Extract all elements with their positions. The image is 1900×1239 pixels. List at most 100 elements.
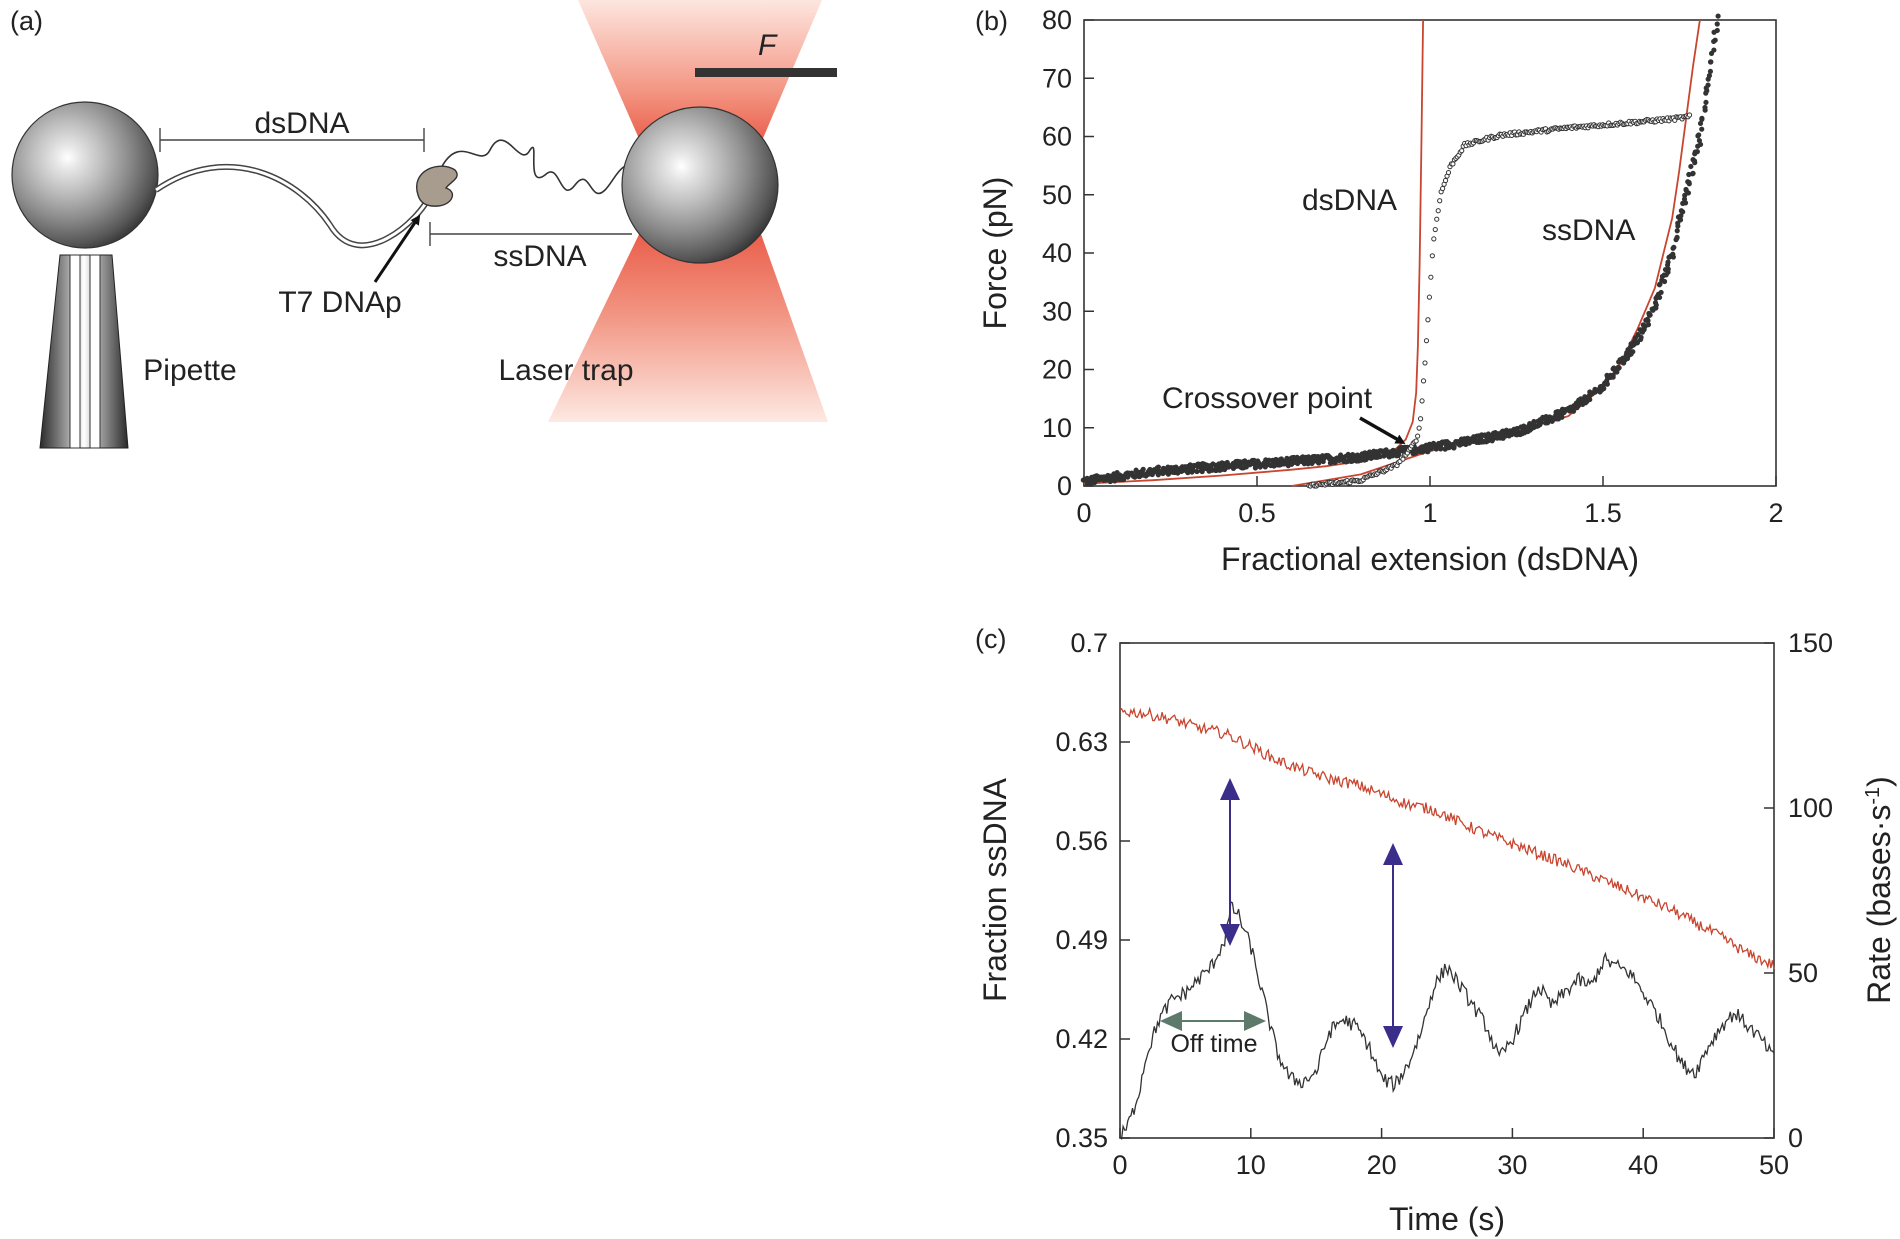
panel-b-y-tick-label: 10: [1042, 413, 1072, 443]
panel-b-data-point: [1413, 438, 1419, 444]
panel-b-y-tick-label: 40: [1042, 238, 1072, 268]
panel-b-data-point: [1415, 433, 1421, 439]
panel-b-data-point: [1416, 425, 1422, 431]
panel-b-data-point: [1417, 416, 1424, 422]
panel-c-x-tick-label: 50: [1759, 1150, 1789, 1180]
panel-b-label: (b): [975, 6, 1008, 36]
panel-b-data-point: [1638, 334, 1644, 340]
panel-b-data-point: [1686, 179, 1692, 186]
panel-c-x-axis-title: Time (s): [1389, 1201, 1505, 1237]
panel-b-data-point: [1419, 398, 1425, 404]
panel-c-left-y-tick-label: 0.42: [1055, 1024, 1108, 1054]
panel-b-data-point: [1450, 161, 1456, 167]
panel-b-crossover-annotation: Crossover point: [1162, 382, 1373, 415]
panel-b-data-point: [1575, 403, 1581, 409]
panel-c-left-y-tick-label: 0.63: [1055, 727, 1108, 757]
panel-c-x-tick-label: 30: [1497, 1150, 1527, 1180]
panel-b-data-point: [1658, 289, 1664, 296]
panel-b-data-point: [1194, 468, 1200, 475]
panel-b-data-point: [1634, 339, 1640, 345]
polymerase-label: T7 DNAp: [278, 286, 401, 319]
panel-b-y-tick-label: 60: [1042, 122, 1072, 152]
panel-c-right-y-tick-label: 150: [1788, 628, 1833, 658]
panel-b-data-point: [1426, 294, 1432, 300]
panel-b-y-tick-label: 50: [1042, 180, 1072, 210]
panel-b-x-tick-label: 2: [1768, 498, 1783, 528]
laser-trap-bottom-cone: [548, 220, 828, 422]
panel-b-data-point: [1140, 466, 1146, 472]
panel-b-data-point: [1678, 208, 1684, 214]
panel-b-data-point: [1706, 73, 1713, 79]
panel-b-fit-line: [1291, 19, 1701, 487]
panel-c-label: (c): [975, 624, 1006, 654]
panel-b-x-tick-label: 0: [1076, 498, 1091, 528]
panel-c-right-y-ticks: 0 50 100 150: [1764, 628, 1833, 1153]
trapped-bead: [621, 106, 779, 264]
panel-b-data-point: [1690, 157, 1696, 163]
panel-b-data-point: [1445, 169, 1452, 176]
panel-b-data-point: [1714, 21, 1720, 27]
panel-b-y-tick-label: 80: [1042, 5, 1072, 35]
panel-b-data-point: [1703, 99, 1709, 105]
panel-c-left-y-tick-label: 0.49: [1055, 925, 1108, 955]
panel-b-data-point: [1647, 312, 1653, 318]
panel-b-data-point: [1697, 141, 1704, 148]
panel-b-data-point: [1537, 422, 1543, 428]
panel-b-y-axis-title: Force (pN): [977, 177, 1013, 330]
panel-b-data-point: [1702, 104, 1708, 111]
panel-b-data-point: [1438, 445, 1444, 451]
panel-b-data-series: [1306, 112, 1693, 489]
panel-c-right-y-axis-title-sup: -1: [1862, 787, 1884, 805]
panel-b-x-tick-label: 0.5: [1238, 498, 1276, 528]
panel-c-left-y-tick-label: 0.7: [1070, 628, 1108, 658]
panel-b-data-point: [1610, 372, 1616, 378]
panel-b-data-point: [1630, 349, 1636, 355]
ssdna-label: ssDNA: [493, 240, 586, 273]
pipette-label: Pipette: [143, 354, 236, 387]
pipette-channel-left: [69, 254, 81, 449]
panel-b-data-point: [1437, 198, 1443, 204]
panel-b-data-point: [1714, 27, 1720, 34]
panel-b-data-series: [1080, 13, 1721, 487]
panel-b-data-point: [1688, 163, 1694, 170]
panel-b-y-tick-label: 70: [1042, 63, 1072, 93]
polymerase-icon: [415, 165, 458, 207]
panel-b-data-point: [1320, 458, 1326, 465]
panel-b-data-point: [1422, 360, 1428, 366]
panel-b-data-point: [1162, 467, 1168, 473]
double-arrow-right: [1383, 843, 1403, 1048]
panel-b-data-point: [1432, 226, 1438, 233]
panel-a-label: (a): [10, 6, 43, 36]
panel-b-data-point: [1434, 216, 1440, 222]
panel-b-data-point: [1429, 253, 1435, 259]
panel-b-y-tick-label: 30: [1042, 296, 1072, 326]
panel-b-x-tick-label: 1.5: [1584, 498, 1622, 528]
panel-c-series: [1119, 706, 1775, 1141]
panel-b-data-point: [1690, 170, 1696, 176]
panel-b-data-point: [1670, 251, 1676, 257]
panel-b-data-point: [1675, 220, 1681, 226]
pipette-bead: [11, 101, 159, 249]
panel-b-data-point: [1645, 317, 1651, 324]
panel-b-data-point: [1554, 416, 1560, 422]
panel-b-data-point: [1431, 236, 1437, 242]
panel-c-left-y-ticks: 0.35 0.42 0.49 0.56 0.63 0.7: [1055, 628, 1130, 1153]
panel-b-data-point: [1632, 335, 1639, 341]
panel-b-data-point: [1428, 274, 1434, 280]
panel-b-x-ticks: 0 0.5 1 1.5 2: [1076, 476, 1784, 528]
panel-b-data-point: [1707, 68, 1714, 75]
panel-b-data-point: [1711, 38, 1717, 45]
panel-b-data-point: [1615, 364, 1621, 370]
panel-c-right-y-tick-label: 100: [1788, 793, 1833, 823]
panel-c-right-y-axis-title-close: ): [1861, 776, 1897, 787]
dsdna-label: dsDNA: [254, 107, 349, 140]
panel-a-diagram: (a) F dsDNA ssDNA T7 DN: [10, 0, 837, 449]
panel-c-left-y-axis-title: Fraction ssDNA: [977, 777, 1013, 1002]
panel-b-data-point: [1440, 185, 1446, 192]
panel-b-data-point: [1316, 460, 1322, 466]
panel-b-data-point: [1451, 444, 1457, 450]
panel-b-data-point: [1686, 112, 1693, 118]
pipette-channel-right: [89, 254, 101, 449]
